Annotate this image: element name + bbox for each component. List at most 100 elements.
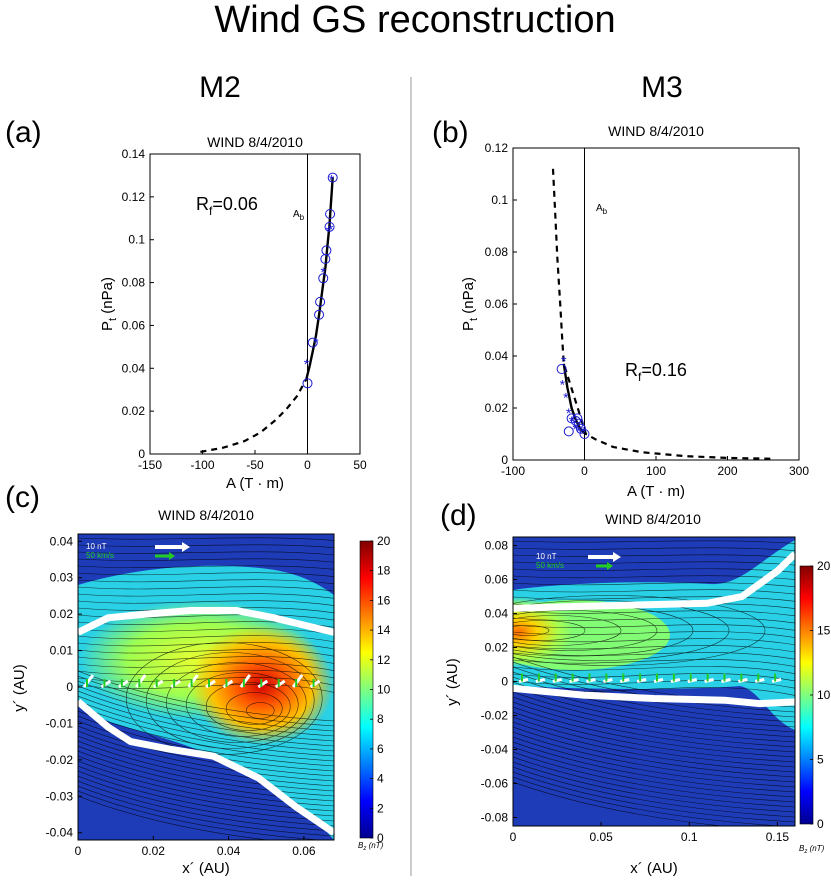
panel-b-ytick-label: 0.02 [485, 401, 509, 415]
panel-b-circle-point [563, 426, 574, 437]
panel-c-ytick-label: 0.02 [50, 607, 74, 621]
panel-c-ytick-label: -0.02 [46, 753, 74, 767]
panel-b-axes-box [512, 147, 800, 461]
panel-a-title: WIND 8/4/2010 [207, 134, 303, 150]
panel-b-ytick-label: 0.12 [485, 141, 509, 155]
panel-c-colorbar-tick-label: 20 [377, 534, 391, 548]
panel-d-xtick-label: 0.15 [766, 830, 790, 844]
panel-b-star-point: * [576, 423, 582, 439]
panel-c-field-line [78, 558, 334, 563]
panel-d-boundary-lower [513, 684, 795, 708]
panel-d-ytick-label: 0.04 [485, 607, 509, 621]
panel-c-colorbar-tick-label: 12 [377, 653, 391, 667]
panel-d-field-line [513, 596, 795, 602]
panel-a-circle-point [327, 172, 338, 183]
panel-c-colorbar-tick-label: 2 [377, 801, 384, 815]
panel-b-circle-point [579, 429, 590, 439]
panel-d-field-vector [636, 678, 647, 683]
panel-c-xtick-label: 0.02 [142, 844, 166, 858]
panel-c-colorbar-tick-label: 14 [377, 623, 391, 637]
panel-b-star-point: * [563, 390, 569, 406]
panel-d-field-line [513, 568, 795, 573]
panel-d-field-vector [603, 678, 613, 683]
panel-b-xtick-label: 300 [789, 464, 809, 478]
panel-a-ytick-label: 0.1 [128, 233, 145, 247]
panel-c-ytick-label: 0.01 [50, 644, 74, 658]
panel-c-field-line [78, 579, 334, 585]
panel-d-field-line [513, 736, 795, 788]
panel-c-field-line [78, 780, 334, 832]
panel-d-field-line [513, 652, 795, 660]
panel-b-star-point: * [560, 377, 566, 393]
panel-c-title: WIND 8/4/2010 [158, 507, 254, 523]
panel-d-field-line [513, 617, 795, 624]
panel-d-field-line [513, 766, 795, 818]
panel-c-field-line [78, 695, 334, 747]
panel-c-field-vector [170, 679, 181, 689]
panel-d-field-line [513, 561, 795, 566]
panel-b-ytick-label: 0 [501, 453, 508, 467]
panel-d-field-line [513, 756, 795, 808]
panel-d-velocity-legend-head [607, 562, 613, 570]
panel-c-colorbar-tick-label: 16 [377, 593, 391, 607]
panel-d-field-line [513, 554, 795, 559]
panel-c-field-line [78, 730, 334, 782]
panel-d-field-vector [771, 678, 782, 683]
panel-b-star-point: * [569, 413, 575, 429]
panel-b-ytick-label: 0.04 [485, 349, 509, 363]
panel-a-ylabel: Pt (nPa) [99, 277, 119, 331]
panel-b-ytick-label: 0.1 [491, 193, 508, 207]
panel-a-ytick-label: 0.14 [122, 147, 146, 161]
panel-a-ytick-label: 0 [138, 447, 145, 461]
panel-d-field-line [513, 741, 795, 793]
panel-c-field-line [78, 795, 271, 840]
panel-b-fit-curve [562, 363, 587, 435]
panel-d-field-line [513, 638, 795, 646]
panel-c-field-line [78, 663, 334, 672]
panel-b-rf-annotation: Rf=0.16 [625, 360, 687, 384]
panel-b: WIND 8/4/2010 -100 0 100 200 30000.020.040.0… [460, 123, 809, 500]
panel-a-star-point: * [313, 335, 319, 351]
panel-d: WIND 8/4/2010 0 0.05 0.1 0.15 -0.08 -0.06 -0.0… [444, 511, 831, 877]
panel-a-xtick-label: 0 [304, 458, 311, 472]
figure-title: Wind GS reconstruction [214, 0, 615, 41]
panel-a-circle-point [302, 378, 313, 389]
panel-b-ytick-label: 0.06 [485, 297, 509, 311]
panel-c-field-line [78, 765, 334, 817]
panel-b-xtick-label: 0 [581, 464, 588, 478]
panel-d-field-vector [569, 678, 579, 683]
panel-label-b: (b) [432, 116, 469, 149]
panel-c-field-vector [274, 679, 286, 689]
panel-d-ylabel: y´ (AU) [444, 658, 461, 706]
panel-c-field-line [78, 790, 325, 840]
panel-d-field-line [513, 711, 795, 763]
panel-d-field-line [513, 575, 795, 580]
panel-label-a: (a) [5, 116, 42, 149]
panel-c-colorbar-label: Bz (nT) [358, 841, 384, 852]
panel-d-field-line [513, 676, 795, 728]
panel-a-star-point: * [328, 221, 334, 237]
panel-b-ab-label: Ab [596, 203, 608, 216]
panel-d-colorbar-tick-label: 10 [817, 688, 831, 702]
panel-c-field-line [78, 628, 334, 635]
panel-d-field-vector [704, 678, 714, 683]
panel-a-star-point: * [326, 223, 332, 239]
panel-d-field-line [513, 726, 795, 778]
panel-c-ytick-label: 0 [66, 680, 73, 694]
panel-c-field-line [78, 537, 334, 541]
panel-d-ytick-label: -0.02 [481, 709, 509, 723]
panel-b-star-point: * [580, 423, 586, 439]
panel-c-field-line [78, 770, 334, 822]
panel-c-field-line [78, 685, 334, 737]
panel-d-field-line [513, 686, 795, 738]
panel-c-xtick-label: 0.04 [217, 844, 241, 858]
panel-d-field-vector [721, 678, 731, 683]
panel-d-bz-contour [513, 625, 550, 636]
panel-a-circle-point [325, 209, 336, 219]
panel-d-xtick-label: 0.1 [681, 830, 698, 844]
panel-b-xtick-label: -100 [501, 464, 525, 478]
panel-c-field-vector [222, 679, 234, 689]
panel-d-field-line [513, 540, 795, 544]
panel-d-field-line [513, 746, 795, 798]
panel-a-xtick-label: 50 [353, 458, 367, 472]
